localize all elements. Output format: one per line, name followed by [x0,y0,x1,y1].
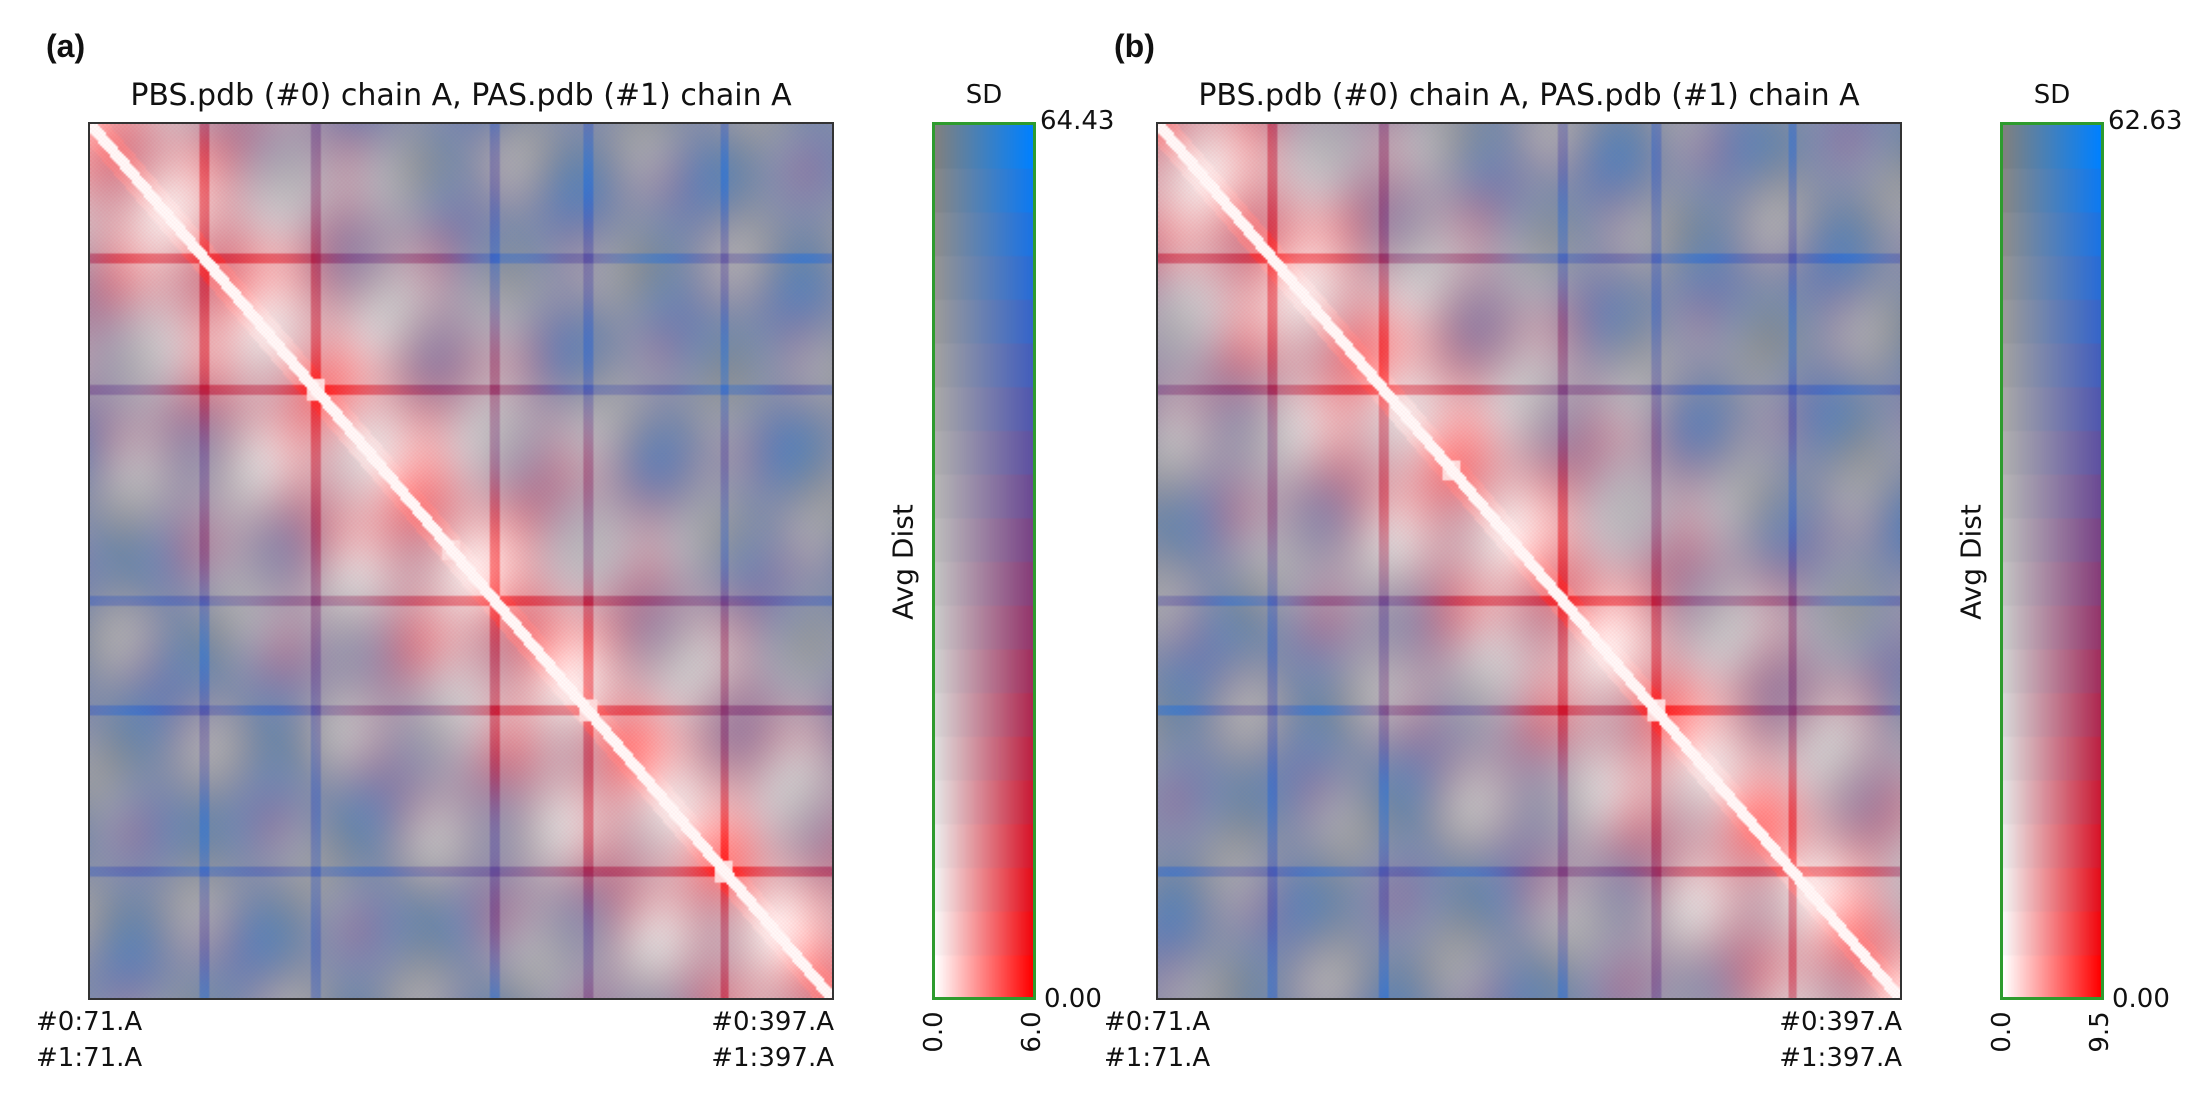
x-start-label-model1: #1:71.A [1104,1043,1211,1073]
colorbar-gradient [2000,122,2104,1000]
colorbar [2000,122,2104,1000]
colorbar-max-label: 64.43 [1040,106,1115,136]
colorbar-sd-min-tick: 0.0 [919,1011,949,1053]
x-start-label-model1: #1:71.A [36,1043,143,1073]
colorbar-max-label: 62.63 [2108,106,2183,136]
colorbar-sd-max-tick: 9.5 [2085,1011,2115,1053]
colorbar-sd-label: SD [2033,80,2071,110]
colorbar-canvas [2003,125,2101,997]
colorbar-avg-dist-label: Avg Dist [1954,504,1988,620]
panel-b: (b) PBS.pdb (#0) chain A, PAS.pdb (#1) c… [1068,0,2182,1104]
heatmap-canvas [90,124,832,998]
colorbar [932,122,1036,1000]
colorbar-sd-min-tick: 0.0 [1987,1011,2017,1053]
x-start-label-model0: #0:71.A [1104,1007,1211,1037]
colorbar-gradient [932,122,1036,1000]
colorbar-canvas [935,125,1033,997]
colorbar-sd-max-tick: 6.0 [1017,1011,1047,1053]
heatmap-canvas [1158,124,1900,998]
x-end-label-model1: #1:397.A [1779,1043,1902,1073]
colorbar-avg-dist-label: Avg Dist [886,504,920,620]
panel-label: (b) [1114,28,1155,64]
chart-title: PBS.pdb (#0) chain A, PAS.pdb (#1) chain… [130,78,792,113]
distance-heatmap[interactable] [1156,122,1902,1000]
colorbar-min-label: 0.00 [1044,984,1102,1014]
panel-label: (a) [46,28,86,64]
x-end-label-model0: #0:397.A [1779,1007,1902,1037]
chart-title: PBS.pdb (#0) chain A, PAS.pdb (#1) chain… [1198,78,1860,113]
x-end-label-model0: #0:397.A [711,1007,834,1037]
x-start-label-model0: #0:71.A [36,1007,143,1037]
panel-a: (a) PBS.pdb (#0) chain A, PAS.pdb (#1) c… [36,28,1114,1073]
colorbar-min-label: 0.00 [2112,984,2170,1014]
colorbar-sd-label: SD [965,80,1003,110]
x-end-label-model1: #1:397.A [711,1043,834,1073]
distance-heatmap[interactable] [88,122,834,1000]
